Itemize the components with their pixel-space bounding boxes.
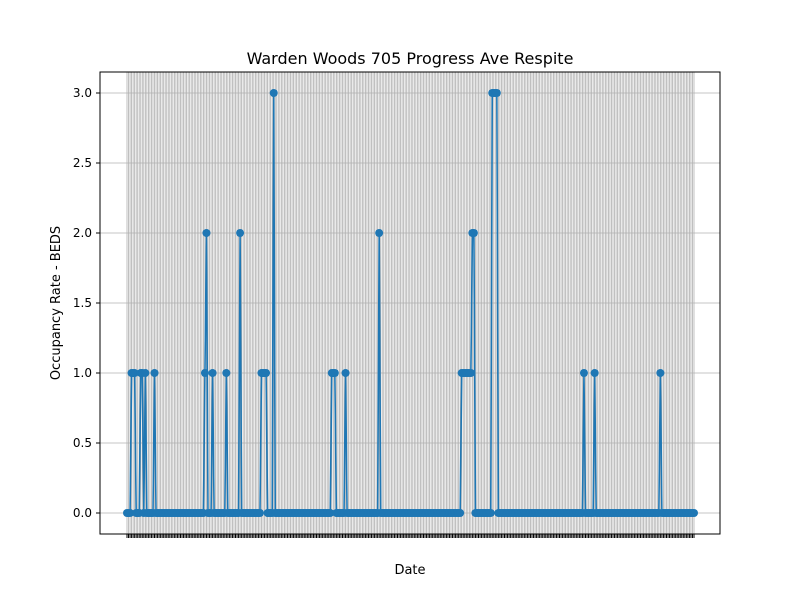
series-layer [123, 89, 698, 517]
data-point [130, 369, 139, 377]
y-tick-label: 2.5 [73, 156, 92, 170]
data-point [656, 369, 665, 377]
y-axis-label: Occupancy Rate - BEDS [49, 226, 64, 380]
data-point [486, 509, 495, 517]
x-axis-label: Date [394, 563, 425, 578]
y-tick-label: 1.0 [73, 366, 92, 380]
y-tick-label: 1.5 [73, 296, 92, 310]
data-point [200, 369, 209, 377]
data-point [208, 369, 217, 377]
data-point [466, 369, 475, 377]
data-point [690, 509, 698, 517]
y-tick-label: 0.5 [73, 436, 92, 450]
data-point [456, 509, 465, 517]
data-point [579, 369, 588, 377]
data-point [590, 369, 599, 377]
data-point [341, 369, 350, 377]
data-point [236, 229, 245, 237]
data-point [255, 509, 264, 517]
y-tick-label: 2.0 [73, 226, 92, 240]
data-point [202, 229, 211, 237]
data-point [141, 369, 150, 377]
data-point [126, 509, 135, 517]
data-point [375, 229, 384, 237]
data-point [330, 369, 339, 377]
data-point [469, 229, 478, 237]
data-point [150, 369, 159, 377]
data-point [326, 509, 335, 517]
data-point [262, 369, 271, 377]
chart-title: Warden Woods 705 Progress Ave Respite [247, 49, 574, 68]
data-point [222, 369, 231, 377]
y-tick-label: 3.0 [73, 86, 92, 100]
data-point [269, 89, 278, 97]
x-axis-ticks [126, 534, 695, 538]
y-tick-label: 0.0 [73, 506, 92, 520]
data-point [492, 89, 501, 97]
y-axis-ticks: 0.0 0.5 1.0 1.5 2.0 2.5 3.0 [73, 86, 100, 520]
